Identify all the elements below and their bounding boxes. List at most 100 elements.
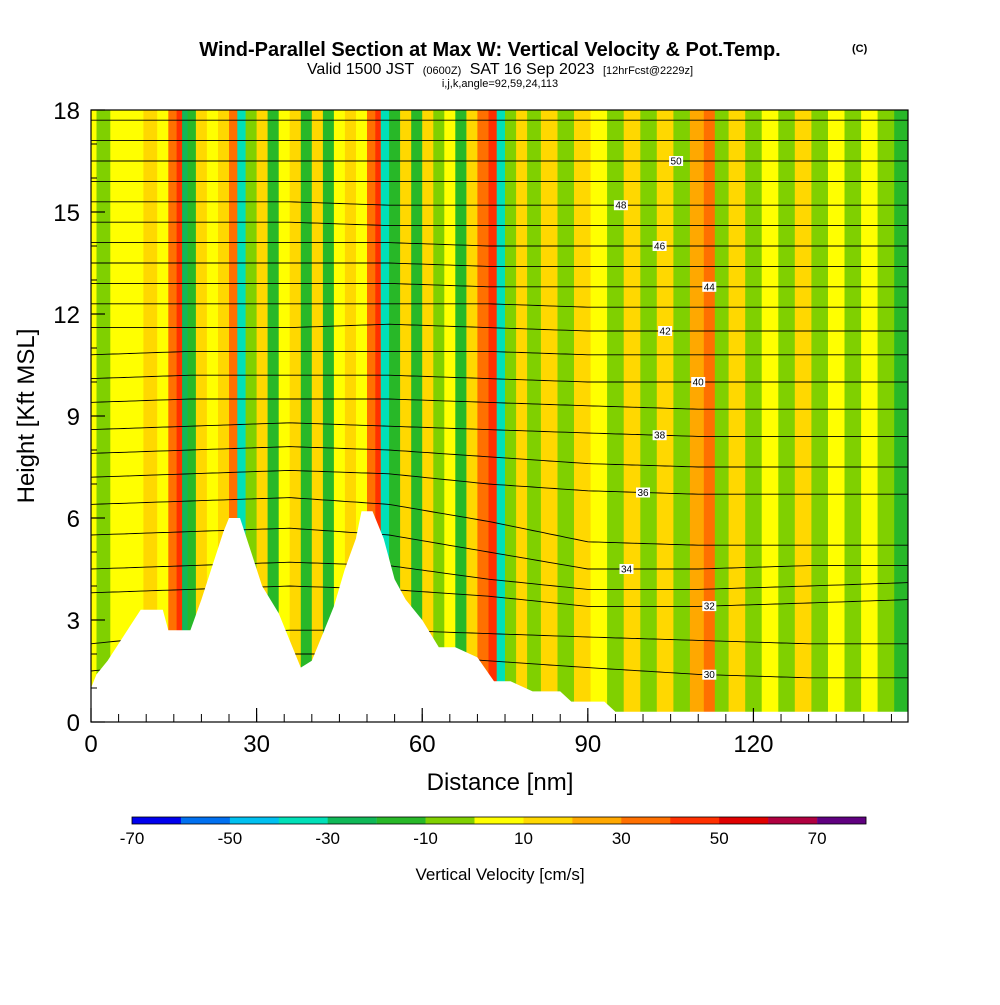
velocity-column xyxy=(728,110,746,722)
isentrope-line xyxy=(91,398,908,410)
isentrope-line xyxy=(91,374,908,383)
isentrope-line xyxy=(91,422,908,437)
velocity-column xyxy=(488,110,498,722)
colorbar-swatch xyxy=(278,817,328,824)
velocity-column xyxy=(844,110,862,722)
isentrope-line xyxy=(91,262,908,267)
colorbar-tick-label: -50 xyxy=(218,829,243,848)
velocity-column xyxy=(218,110,230,722)
isentrope-label-box xyxy=(702,281,717,292)
colorbar-tick-label: -70 xyxy=(120,829,145,848)
velocity-column xyxy=(300,110,313,722)
velocity-column xyxy=(455,110,467,722)
plot-area xyxy=(91,110,908,722)
colorbar-tick-label: -30 xyxy=(315,829,340,848)
isentrope-line xyxy=(91,469,908,495)
terrain-profile xyxy=(91,511,908,722)
isentrope-label: 34 xyxy=(621,565,633,576)
colorbar xyxy=(131,816,867,825)
colorbar-swatch xyxy=(229,817,280,824)
colorbar-tick-label: 30 xyxy=(612,829,631,848)
velocity-column xyxy=(267,110,280,722)
velocity-column xyxy=(187,110,197,722)
velocity-column xyxy=(176,110,183,722)
velocity-column xyxy=(877,110,895,722)
isentrope-label-box xyxy=(702,601,717,612)
y-tick-label: 18 xyxy=(53,98,80,125)
velocity-column xyxy=(333,110,346,722)
x-tick-label: 60 xyxy=(409,731,436,758)
isentrope-line xyxy=(91,303,908,308)
velocity-column xyxy=(761,110,779,722)
velocity-column xyxy=(540,110,559,722)
x-tick-label: 30 xyxy=(243,731,270,758)
y-tick-label: 3 xyxy=(67,608,80,635)
velocity-column xyxy=(157,110,169,722)
velocity-column xyxy=(527,110,542,722)
colorbar-tick-label: 70 xyxy=(808,829,827,848)
isentrope-label-box xyxy=(691,377,706,387)
velocity-column xyxy=(894,110,908,722)
contour-labels: 30 32 34 36 38 40 42 44 46 48 50 xyxy=(613,156,717,681)
velocity-column xyxy=(206,110,219,722)
velocity-column xyxy=(245,110,258,722)
isentrope-label: 50 xyxy=(671,157,683,168)
colorbar-swatch xyxy=(719,817,769,824)
velocity-column xyxy=(367,110,376,722)
isentrope-label: 32 xyxy=(704,602,716,613)
isentrope-label: 44 xyxy=(704,282,716,293)
velocity-column xyxy=(466,110,478,722)
isentrope-line xyxy=(91,446,908,468)
velocity-column xyxy=(714,110,730,722)
colorbar-swatch xyxy=(572,817,622,824)
colorbar-tick-labels: -70 -50 -30 -10 10 30 50 70 xyxy=(120,829,827,848)
velocity-column xyxy=(422,110,434,722)
colorbar-swatch xyxy=(180,817,231,824)
isentrope-label: 40 xyxy=(693,378,705,389)
isentrope-label: 36 xyxy=(637,488,649,499)
colorbar-tick-label: 10 xyxy=(514,829,533,848)
velocity-column xyxy=(828,110,846,722)
y-tick-label: 15 xyxy=(53,200,80,227)
isentrope-line xyxy=(91,201,908,206)
colorbar-swatch xyxy=(132,817,182,824)
velocity-column xyxy=(574,110,592,722)
velocity-column xyxy=(195,110,208,722)
colorbar-swatch xyxy=(425,817,475,824)
colorbar-frame xyxy=(131,816,867,825)
chart-title: Wind-Parallel Section at Max W: Vertical… xyxy=(199,39,780,61)
y-axis-title: Height [Kft MSL] xyxy=(13,329,40,504)
x-tick-label: 90 xyxy=(574,731,601,758)
velocity-column xyxy=(745,110,763,722)
isentrope-label: 42 xyxy=(660,327,672,338)
velocity-column xyxy=(811,110,829,722)
isentrope-line xyxy=(91,282,908,288)
velocity-column xyxy=(322,110,335,722)
colorbar-swatch xyxy=(621,817,671,824)
y-tick-label: 6 xyxy=(67,506,80,533)
y-tick-label: 12 xyxy=(53,302,80,329)
velocity-column xyxy=(289,110,302,722)
velocity-column xyxy=(496,110,506,722)
forecast-info: [12hrFcst@2229z] xyxy=(603,65,693,77)
velocity-column xyxy=(375,110,382,722)
copyright-mark: (C) xyxy=(852,43,868,55)
isentrope-label-box xyxy=(702,669,717,680)
velocity-column xyxy=(278,110,291,722)
isentrope-label-box xyxy=(669,156,684,166)
colorbar-swatch xyxy=(670,817,720,824)
velocity-column xyxy=(703,110,716,722)
isentrope-label-box xyxy=(636,487,650,498)
velocity-column xyxy=(778,110,796,722)
isentrope-line xyxy=(91,221,908,227)
colorbar-swatch xyxy=(474,817,524,824)
y-tick-label: 9 xyxy=(67,404,80,431)
colorbar-swatch xyxy=(817,817,867,824)
isentrope-label-box xyxy=(658,326,673,336)
velocity-column xyxy=(356,110,368,722)
x-tick-label: 0 xyxy=(84,731,97,758)
colorbar-title: Vertical Velocity [cm/s] xyxy=(415,865,584,884)
